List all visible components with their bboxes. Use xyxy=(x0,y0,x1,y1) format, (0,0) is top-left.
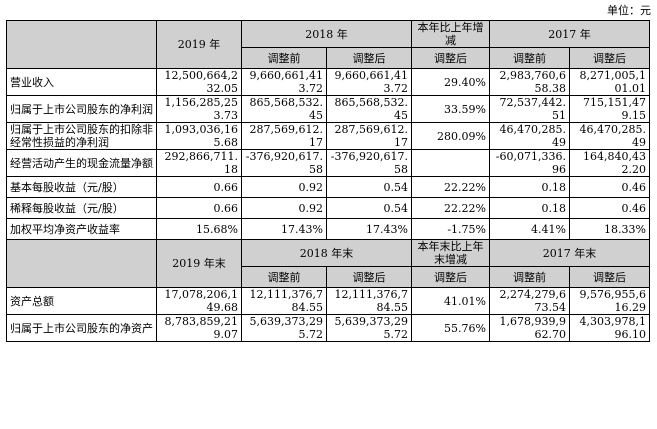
cell-2017-before: 0.18 xyxy=(489,197,570,219)
cell-2018-after: 5,639,373,295.72 xyxy=(326,314,412,342)
header-blank-cell xyxy=(6,239,157,288)
subheader-2018-after: 调整后 xyxy=(326,266,412,288)
cell-2019: 1,156,285,253.73 xyxy=(156,95,242,123)
table-row: 归属于上市公司股东的净利润 1,156,285,253.73 865,568,5… xyxy=(6,95,650,123)
row-label: 加权平均净资产收益率 xyxy=(6,218,157,240)
cell-2017-after: 715,151,479.15 xyxy=(569,95,650,123)
cell-2018-after: 17.43% xyxy=(326,218,412,240)
cell-2017-before: 1,678,939,962.70 xyxy=(489,314,570,342)
table-row: 经营活动产生的现金流量净额 292,866,711.18 -376,920,61… xyxy=(6,149,650,177)
cell-2018-after: 0.54 xyxy=(326,176,412,198)
cell-2019: 17,078,206,149.68 xyxy=(156,287,242,315)
header-change-end: 本年末比上年末增减 xyxy=(411,239,490,267)
cell-2019: 0.66 xyxy=(156,197,242,219)
cell-change xyxy=(411,149,490,177)
table-row: 稀释每股收益（元/股） 0.66 0.92 0.54 22.22% 0.18 0… xyxy=(6,197,650,219)
subheader-2017-before: 调整前 xyxy=(489,266,570,288)
cell-2018-before: 9,660,661,413.72 xyxy=(241,68,327,96)
cell-2018-after: 865,568,532.45 xyxy=(326,95,412,123)
header-2019-end: 2019 年末 xyxy=(156,239,242,288)
subheader-change: 调整后 xyxy=(411,266,490,288)
cell-2017-after: 8,271,005,101.01 xyxy=(569,68,650,96)
cell-2017-before: 4.41% xyxy=(489,218,570,240)
cell-2019: 15.68% xyxy=(156,218,242,240)
header-2017-end: 2017 年末 xyxy=(489,239,650,267)
cell-2017-before: 2,274,279,673.54 xyxy=(489,287,570,315)
cell-change: 22.22% xyxy=(411,197,490,219)
cell-2018-before: 287,569,612.17 xyxy=(241,122,327,150)
cell-2017-after: 0.46 xyxy=(569,197,650,219)
row-label: 资产总额 xyxy=(6,287,157,315)
cell-2019: 12,500,664,232.05 xyxy=(156,68,242,96)
table-row: 归属于上市公司股东的净资产 8,783,859,219.07 5,639,373… xyxy=(6,314,650,342)
cell-2018-before: 865,568,532.45 xyxy=(241,95,327,123)
table-row: 营业收入 12,500,664,232.05 9,660,661,413.72 … xyxy=(6,68,650,96)
header-change: 本年比上年增减 xyxy=(411,20,490,48)
table-row: 加权平均净资产收益率 15.68% 17.43% 17.43% -1.75% 4… xyxy=(6,218,650,240)
cell-2017-before: 72,537,442.51 xyxy=(489,95,570,123)
cell-2019: 292,866,711.18 xyxy=(156,149,242,177)
cell-2018-before: 12,111,376,784.55 xyxy=(241,287,327,315)
section1-subheader-row: 调整前 调整后 调整后 调整前 调整后 xyxy=(7,47,650,69)
cell-2017-before: -60,071,336.96 xyxy=(489,149,570,177)
cell-2019: 0.66 xyxy=(156,176,242,198)
cell-2017-before: 0.18 xyxy=(489,176,570,198)
cell-2017-after: 0.46 xyxy=(569,176,650,198)
unit-label: 单位：元 xyxy=(607,4,651,17)
subheader-2018-before: 调整前 xyxy=(241,266,327,288)
row-label: 稀释每股收益（元/股） xyxy=(6,197,157,219)
cell-2017-before: 2,983,760,658.38 xyxy=(489,68,570,96)
cell-2017-after: 18.33% xyxy=(569,218,650,240)
subheader-2017-before: 调整前 xyxy=(489,47,570,69)
cell-2018-after: 12,111,376,784.55 xyxy=(326,287,412,315)
cell-2018-after: 0.54 xyxy=(326,197,412,219)
header-2018-end: 2018 年末 xyxy=(241,239,412,267)
row-label: 归属于上市公司股东的净利润 xyxy=(6,95,157,123)
row-label: 营业收入 xyxy=(6,68,157,96)
subheader-2018-after: 调整后 xyxy=(326,47,412,69)
cell-2019: 1,093,036,165.68 xyxy=(156,122,242,150)
cell-change: 41.01% xyxy=(411,287,490,315)
row-label: 基本每股收益（元/股） xyxy=(6,176,157,198)
section2-header-row: 2019 年末 2018 年末 本年末比上年末增减 2017 年末 xyxy=(6,239,650,288)
subheader-change: 调整后 xyxy=(411,47,490,69)
cell-2017-after: 46,470,285.49 xyxy=(569,122,650,150)
cell-change: -1.75% xyxy=(411,218,490,240)
section1-header-row: 2019 年 2018 年 本年比上年增减 2017 年 xyxy=(6,20,650,69)
table-row: 归属于上市公司股东的扣除非经常性损益的净利润 1,093,036,165.68 … xyxy=(6,122,650,150)
cell-2018-after: -376,920,617.58 xyxy=(326,149,412,177)
subheader-2017-after: 调整后 xyxy=(569,47,650,69)
row-label: 归属于上市公司股东的净资产 xyxy=(6,314,157,342)
header-2019: 2019 年 xyxy=(156,20,242,69)
subheader-2018-before: 调整前 xyxy=(241,47,327,69)
cell-2018-before: -376,920,617.58 xyxy=(241,149,327,177)
cell-2018-before: 17.43% xyxy=(241,218,327,240)
table-row: 资产总额 17,078,206,149.68 12,111,376,784.55… xyxy=(6,287,650,315)
cell-change: 55.76% xyxy=(411,314,490,342)
header-2017: 2017 年 xyxy=(489,20,650,48)
cell-2018-after: 9,660,661,413.72 xyxy=(326,68,412,96)
cell-2017-after: 164,840,432.20 xyxy=(569,149,650,177)
table-row: 基本每股收益（元/股） 0.66 0.92 0.54 22.22% 0.18 0… xyxy=(6,176,650,198)
cell-2018-before: 0.92 xyxy=(241,197,327,219)
cell-2018-after: 287,569,612.17 xyxy=(326,122,412,150)
header-blank-cell xyxy=(6,20,157,69)
cell-2017-after: 4,303,978,196.10 xyxy=(569,314,650,342)
cell-change: 29.40% xyxy=(411,68,490,96)
cell-change: 280.09% xyxy=(411,122,490,150)
cell-2017-after: 9,576,955,616.29 xyxy=(569,287,650,315)
cell-change: 33.59% xyxy=(411,95,490,123)
header-2018: 2018 年 xyxy=(241,20,412,48)
cell-2017-before: 46,470,285.49 xyxy=(489,122,570,150)
subheader-2017-after: 调整后 xyxy=(569,266,650,288)
row-label: 归属于上市公司股东的扣除非经常性损益的净利润 xyxy=(6,122,157,150)
financial-data-table: 2019 年 2018 年 本年比上年增减 2017 年 调整前 调整后 调整后… xyxy=(6,20,650,342)
cell-2018-before: 5,639,373,295.72 xyxy=(241,314,327,342)
cell-2018-before: 0.92 xyxy=(241,176,327,198)
row-label: 经营活动产生的现金流量净额 xyxy=(6,149,157,177)
cell-2019: 8,783,859,219.07 xyxy=(156,314,242,342)
cell-change: 22.22% xyxy=(411,176,490,198)
